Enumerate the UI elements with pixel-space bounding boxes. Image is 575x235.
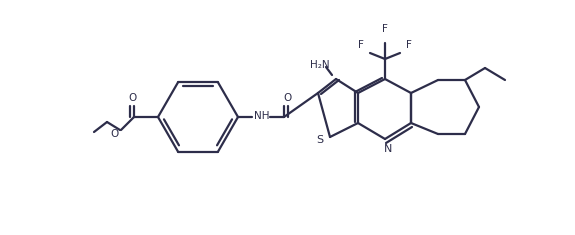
Text: O: O	[283, 93, 291, 103]
Text: F: F	[358, 40, 364, 50]
Text: NH: NH	[254, 111, 270, 121]
Text: F: F	[406, 40, 412, 50]
Text: O: O	[110, 129, 118, 139]
Text: S: S	[316, 135, 324, 145]
Text: O: O	[128, 93, 136, 103]
Text: F: F	[382, 24, 388, 34]
Text: N: N	[384, 144, 392, 154]
Text: H₂N: H₂N	[310, 60, 330, 70]
